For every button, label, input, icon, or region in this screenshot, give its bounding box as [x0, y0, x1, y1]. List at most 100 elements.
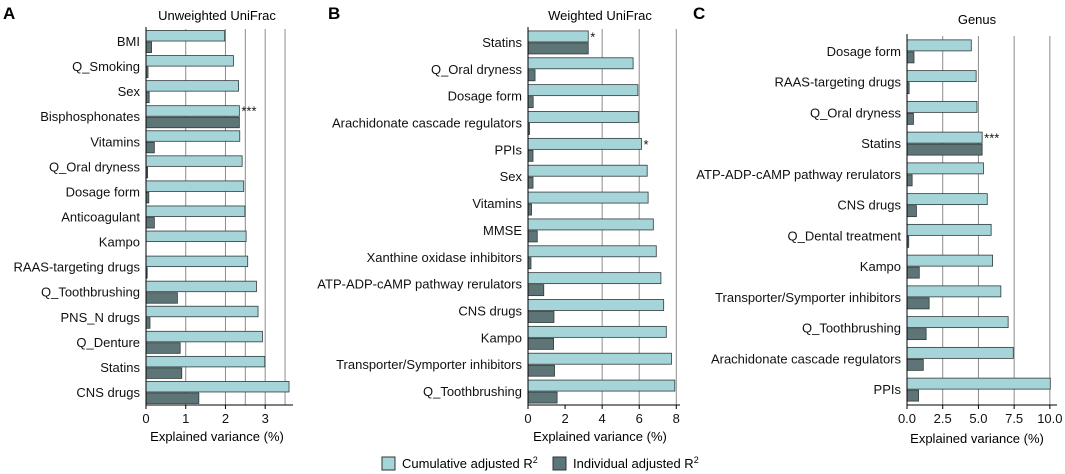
bar-cumulative: [527, 57, 634, 70]
panel-b-title: Weighted UniFrac: [548, 8, 652, 23]
bar-individual: [527, 96, 534, 109]
bar-cumulative: [527, 84, 639, 97]
category-label: Q_Dental treatment: [788, 228, 902, 243]
bar-individual: [145, 116, 240, 129]
significance-label: *: [590, 29, 595, 44]
bar-individual: [906, 266, 920, 279]
bar-individual: [527, 284, 545, 297]
bar-individual: [527, 311, 555, 323]
category-label: Q_Oral dryness: [431, 62, 523, 77]
bar-individual: [906, 389, 919, 402]
category-label: Q_Oral dryness: [810, 105, 902, 120]
category-label: Bisphosphonates: [40, 109, 140, 124]
x-tick-label: 4: [599, 411, 606, 426]
legend-label-individual: Individual adjusted R2: [573, 455, 699, 471]
bar-cumulative: [527, 218, 654, 231]
bar-individual: [906, 143, 983, 156]
category-label: Kampo: [860, 259, 901, 274]
category-label: Sex: [118, 84, 141, 99]
category-label: Q_Toothbrushing: [41, 285, 140, 300]
x-tick-label: 0: [142, 411, 149, 426]
bar-cumulative: [527, 245, 657, 258]
category-label: Sex: [500, 169, 523, 184]
category-label: Arachidonate cascade regulators: [332, 116, 523, 131]
category-label: Xanthine oxidase inhibitors: [367, 250, 523, 265]
category-label: Q_Denture: [76, 335, 140, 350]
bar-cumulative: [906, 223, 992, 236]
bar-cumulative: [527, 191, 649, 204]
panel-b-letter: B: [328, 4, 340, 23]
category-label: RAAS-targeting drugs: [14, 260, 141, 275]
category-label: Q_Toothbrushing: [423, 384, 522, 399]
bar-individual: [527, 364, 555, 377]
bar-cumulative: [145, 180, 245, 192]
significance-label: *: [643, 137, 648, 152]
panel-a-letter: A: [3, 4, 15, 23]
category-label: Transporter/Symporter inhibitors: [336, 357, 522, 372]
x-tick-label: 10.0: [1037, 411, 1062, 426]
category-label: PPIs: [874, 382, 902, 397]
category-label: CNS drugs: [837, 198, 901, 213]
bar-cumulative: [145, 330, 263, 343]
significance-label: ***: [984, 131, 999, 146]
category-label: RAAS-targeting drugs: [775, 75, 902, 90]
category-label: CNS drugs: [76, 385, 140, 400]
bar-cumulative: [145, 80, 239, 92]
bar-cumulative: [527, 137, 642, 150]
bar-individual: [145, 367, 183, 379]
bar-cumulative: [906, 162, 984, 175]
x-tick-label: 2: [561, 411, 568, 426]
bar-individual: [145, 317, 151, 329]
significance-label: ***: [241, 104, 256, 119]
bar-individual: [527, 337, 554, 350]
category-label: BMI: [117, 34, 140, 49]
panel-b: B Weighted UniFrac Explained variance (%…: [317, 4, 680, 444]
bar-individual: [906, 205, 917, 218]
bar-individual: [906, 112, 914, 125]
x-tick-label: 7.5: [1005, 411, 1023, 426]
panel-c-xlabel: Explained variance (%): [910, 431, 1044, 446]
bar-individual: [906, 358, 924, 371]
x-tick-label: 8: [673, 411, 680, 426]
category-label: Statins: [482, 35, 522, 50]
bar-cumulative: [145, 130, 241, 142]
category-label: Statins: [100, 360, 140, 375]
category-label: Transporter/Symporter inhibitors: [715, 290, 901, 305]
bar-individual: [527, 149, 534, 162]
bar-cumulative: [906, 377, 1051, 390]
bar-cumulative: [906, 70, 977, 83]
x-tick-label: 1: [182, 411, 189, 426]
category-label: CNS drugs: [458, 304, 522, 319]
category-label: Vitamins: [90, 134, 140, 149]
bar-individual: [527, 230, 538, 243]
x-tick-label: 0: [524, 411, 531, 426]
category-label: Q_Smoking: [72, 59, 140, 74]
bar-individual: [527, 391, 558, 404]
bar-cumulative: [145, 55, 234, 67]
category-label: ATP-ADP-cAMP pathway rerulators: [696, 167, 901, 182]
bar-cumulative: [906, 39, 972, 52]
bar-cumulative: [527, 352, 672, 365]
category-label: Kampo: [99, 235, 140, 250]
x-tick-label: 6: [636, 411, 643, 426]
bar-cumulative: [145, 230, 247, 242]
bar-individual: [145, 392, 200, 404]
bar-individual: [906, 174, 913, 187]
category-label: Dosage form: [448, 89, 522, 104]
bar-cumulative: [527, 272, 662, 285]
bar-cumulative: [527, 111, 639, 123]
panel-b-xlabel: Explained variance (%): [533, 429, 667, 444]
bar-cumulative: [527, 325, 667, 338]
bar-cumulative: [906, 100, 978, 113]
bar-cumulative: [906, 346, 1014, 359]
bar-individual: [145, 342, 181, 354]
bar-cumulative: [906, 285, 1002, 298]
category-label: Arachidonate cascade regulators: [711, 351, 902, 366]
bar-cumulative: [145, 381, 290, 393]
panel-a: A Unweighted UniFrac Explained variance …: [3, 4, 293, 444]
category-label: Kampo: [481, 330, 522, 345]
legend: Cumulative adjusted R2 Individual adjust…: [381, 455, 699, 471]
bar-individual: [145, 141, 155, 154]
legend-swatch-cumulative: [381, 456, 396, 471]
bar-cumulative: [906, 316, 1009, 329]
